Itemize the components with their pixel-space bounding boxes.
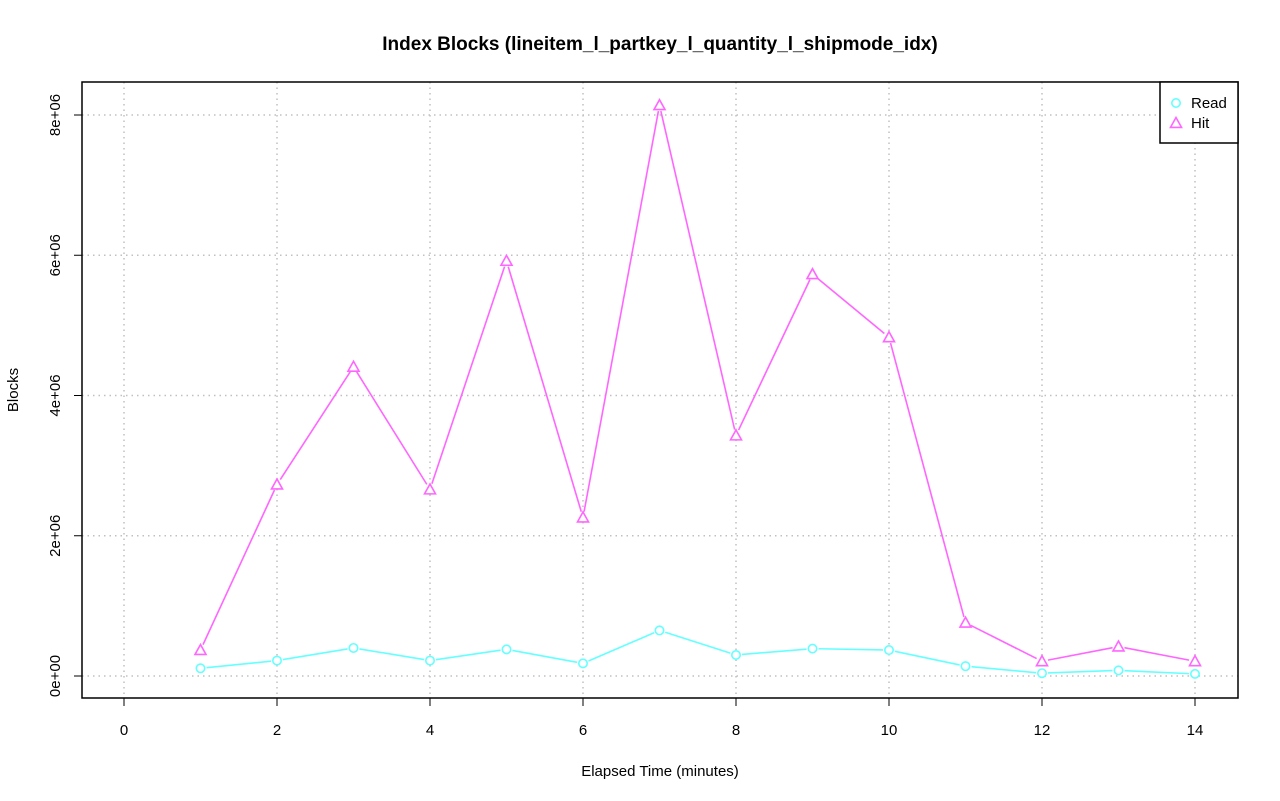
x-axis-title: Elapsed Time (minutes) <box>581 763 739 780</box>
x-tick-label: 8 <box>732 722 740 739</box>
read-line-segment <box>512 649 578 664</box>
read-point <box>807 643 818 654</box>
read-line-segment <box>1047 669 1113 674</box>
hit-point <box>805 267 820 280</box>
hit-line-segment <box>737 279 811 431</box>
hit-point <box>1111 639 1126 652</box>
grid <box>82 82 1238 698</box>
x-tick-label: 0 <box>120 722 128 739</box>
y-axis: 0e+00 2e+06 4e+06 6e+06 8e+06 <box>47 94 82 697</box>
plot-frame <box>81 81 1239 699</box>
read-line-segment <box>206 660 272 669</box>
x-tick-label: 14 <box>1187 722 1204 739</box>
legend-read-marker <box>1171 98 1182 109</box>
y-axis-title: Blocks <box>5 368 22 412</box>
hit-line-segment <box>431 266 506 485</box>
read-point <box>883 645 894 656</box>
read-line-segment <box>818 647 884 651</box>
read-point <box>1113 665 1124 676</box>
read-line-segment <box>664 631 731 654</box>
read-line-segment <box>971 665 1037 674</box>
hit-point <box>576 510 590 523</box>
read-line-segment <box>588 632 655 662</box>
hit-line-segment <box>279 371 351 480</box>
hit-line-segment <box>1047 646 1113 661</box>
hit-line-segment <box>583 110 660 512</box>
hit-point <box>423 482 437 495</box>
x-tick-label: 2 <box>273 722 281 739</box>
y-tick-label: 0e+00 <box>47 655 64 697</box>
hit-line-segment <box>202 489 276 645</box>
y-tick-label: 6e+06 <box>47 234 64 276</box>
legend-read-label: Read <box>1191 95 1227 112</box>
x-axis: 0 2 4 6 8 10 12 14 <box>120 698 1204 739</box>
hit-line-segment <box>816 277 885 335</box>
read-line-segment <box>359 648 425 661</box>
hit-point <box>652 98 667 111</box>
read-point <box>424 655 435 666</box>
hit-point <box>1188 654 1202 667</box>
read-line-segment <box>435 649 501 661</box>
hit-line-segment <box>970 624 1038 660</box>
x-tick-label: 6 <box>579 722 587 739</box>
hit-line-segment <box>355 371 428 485</box>
y-tick-label: 8e+06 <box>47 94 64 136</box>
legend: Read Hit <box>1159 81 1239 144</box>
read-point <box>1190 668 1201 679</box>
read-point <box>271 655 282 666</box>
series-layer <box>193 98 1202 679</box>
x-tick-label: 12 <box>1034 722 1051 739</box>
hit-point <box>499 253 514 267</box>
read-point <box>1037 668 1048 679</box>
read-point <box>960 661 971 672</box>
read-line-segment <box>282 648 348 661</box>
read-point <box>195 663 206 674</box>
hit-line-segment <box>507 266 583 512</box>
series-read <box>195 625 1201 679</box>
legend-box <box>1159 81 1239 144</box>
read-point <box>654 625 665 636</box>
read-point <box>501 644 512 655</box>
read-line-segment <box>741 648 807 656</box>
legend-hit-marker <box>1169 115 1183 129</box>
series-hit <box>193 98 1202 667</box>
hit-point <box>270 477 284 490</box>
hit-point <box>958 615 973 628</box>
read-point <box>577 658 588 669</box>
hit-point <box>1035 654 1049 667</box>
legend-hit-label: Hit <box>1191 115 1210 132</box>
chart-title: Index Blocks (lineitem_l_partkey_l_quant… <box>382 34 937 55</box>
y-tick-label: 2e+06 <box>47 515 64 557</box>
read-line-segment <box>1124 669 1190 675</box>
hit-line-segment <box>1124 646 1190 661</box>
x-tick-label: 10 <box>881 722 898 739</box>
hit-point <box>882 330 896 343</box>
read-point <box>730 649 741 660</box>
hit-point <box>193 642 208 656</box>
x-tick-label: 4 <box>426 722 434 739</box>
hit-point <box>346 359 361 372</box>
hit-point <box>729 428 743 441</box>
y-tick-label: 4e+06 <box>47 374 64 416</box>
hit-line-segment <box>889 342 965 618</box>
read-point <box>348 642 359 653</box>
read-line-segment <box>894 650 960 666</box>
hit-line-segment <box>660 110 736 430</box>
